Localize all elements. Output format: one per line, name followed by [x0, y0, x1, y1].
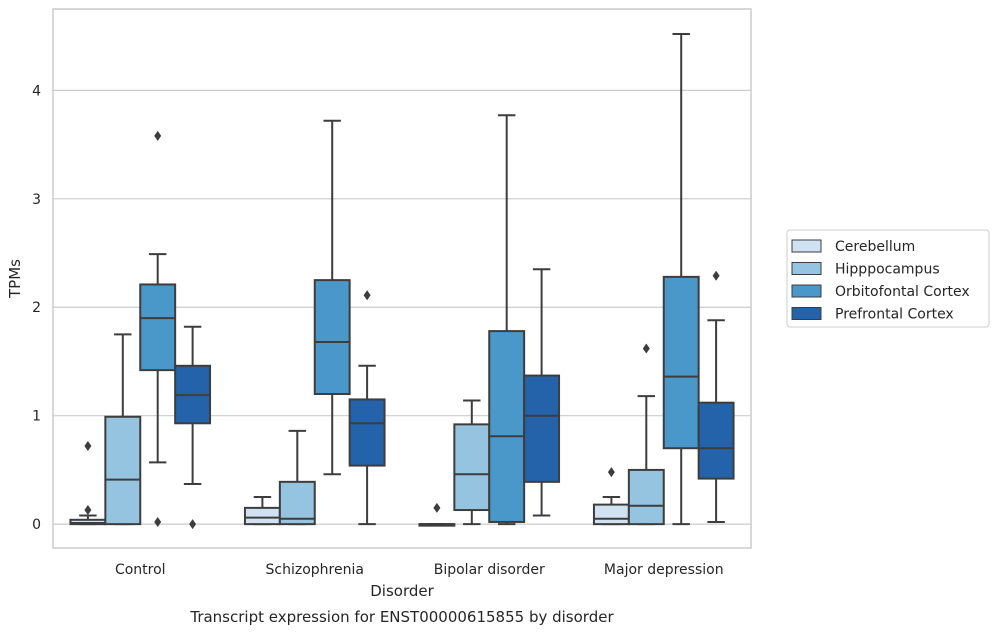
legend-frame	[786, 229, 990, 328]
box-body	[523, 374, 561, 483]
box-hipppocampus	[453, 399, 491, 526]
box-prefrontal-cortex	[697, 270, 735, 523]
box-body	[278, 480, 316, 526]
box-body	[104, 415, 142, 526]
legend-swatch	[791, 284, 822, 298]
box-body	[627, 468, 665, 526]
box-cerebellum	[69, 441, 107, 526]
box-body	[348, 398, 386, 467]
box-body	[243, 506, 281, 526]
box-orbitofontal-cortex	[662, 32, 700, 526]
outlier-point	[189, 519, 197, 530]
box-body	[488, 330, 526, 523]
box-hipppocampus	[627, 343, 665, 526]
x-tick-label: Schizophrenia	[266, 562, 364, 578]
y-tick-label: 0	[32, 517, 41, 533]
box-body	[662, 275, 700, 450]
outlier-point	[363, 290, 371, 301]
outlier-point	[154, 130, 162, 141]
y-axis-label: TPMs	[6, 259, 24, 299]
outlier-point	[642, 343, 650, 354]
outlier-point	[712, 270, 720, 281]
box-body	[697, 401, 735, 480]
y-tick-label: 4	[32, 83, 41, 99]
box-series	[69, 32, 735, 530]
legend-label: Orbitofontal Cortex	[835, 284, 970, 300]
x-tick-label: Major depression	[604, 562, 724, 578]
outlier-point	[607, 467, 615, 478]
x-tick-label: Control	[115, 562, 166, 578]
y-tick-label: 3	[32, 192, 41, 208]
outlier-point	[84, 441, 92, 452]
legend-swatch	[791, 239, 822, 253]
box-body	[592, 503, 630, 526]
y-tick-label: 2	[32, 300, 41, 316]
chart-caption: Transcript expression for ENST0000061585…	[189, 608, 614, 626]
outlier-point	[154, 516, 162, 527]
box-body	[139, 283, 177, 372]
box-prefrontal-cortex	[174, 325, 212, 530]
box-body	[453, 423, 491, 512]
box-orbitofontal-cortex	[313, 119, 351, 476]
outlier-point	[433, 502, 441, 513]
legend-label: Cerebellum	[835, 239, 915, 255]
legend-label: Hipppocampus	[835, 262, 940, 278]
box-prefrontal-cortex	[523, 268, 561, 517]
box-cerebellum	[243, 496, 281, 526]
box-cerebellum	[418, 502, 456, 527]
y-tick-label: 1	[32, 409, 41, 425]
y-tick-labels: 0 1 2 3 4	[32, 83, 41, 533]
box-orbitofontal-cortex	[139, 130, 177, 527]
legend-label: Prefrontal Cortex	[835, 307, 954, 323]
box-orbitofontal-cortex	[488, 114, 526, 526]
x-axis-label: Disorder	[370, 582, 434, 600]
plot-frame	[52, 8, 752, 549]
box-cerebellum	[592, 467, 630, 526]
box-body	[313, 279, 351, 396]
box-hipppocampus	[104, 333, 142, 526]
legend-swatch	[791, 262, 822, 275]
legend-swatch	[791, 307, 822, 320]
box-hipppocampus	[278, 429, 316, 526]
x-tick-labels: Control Schizophrenia Bipolar disorder Majo…	[115, 562, 724, 578]
box-prefrontal-cortex	[348, 290, 386, 526]
outlier-point	[84, 505, 92, 516]
x-tick-label: Bipolar disorder	[434, 562, 545, 578]
legend: Cerebellum Hipppocampus Orbitofontal Corte…	[786, 229, 990, 328]
